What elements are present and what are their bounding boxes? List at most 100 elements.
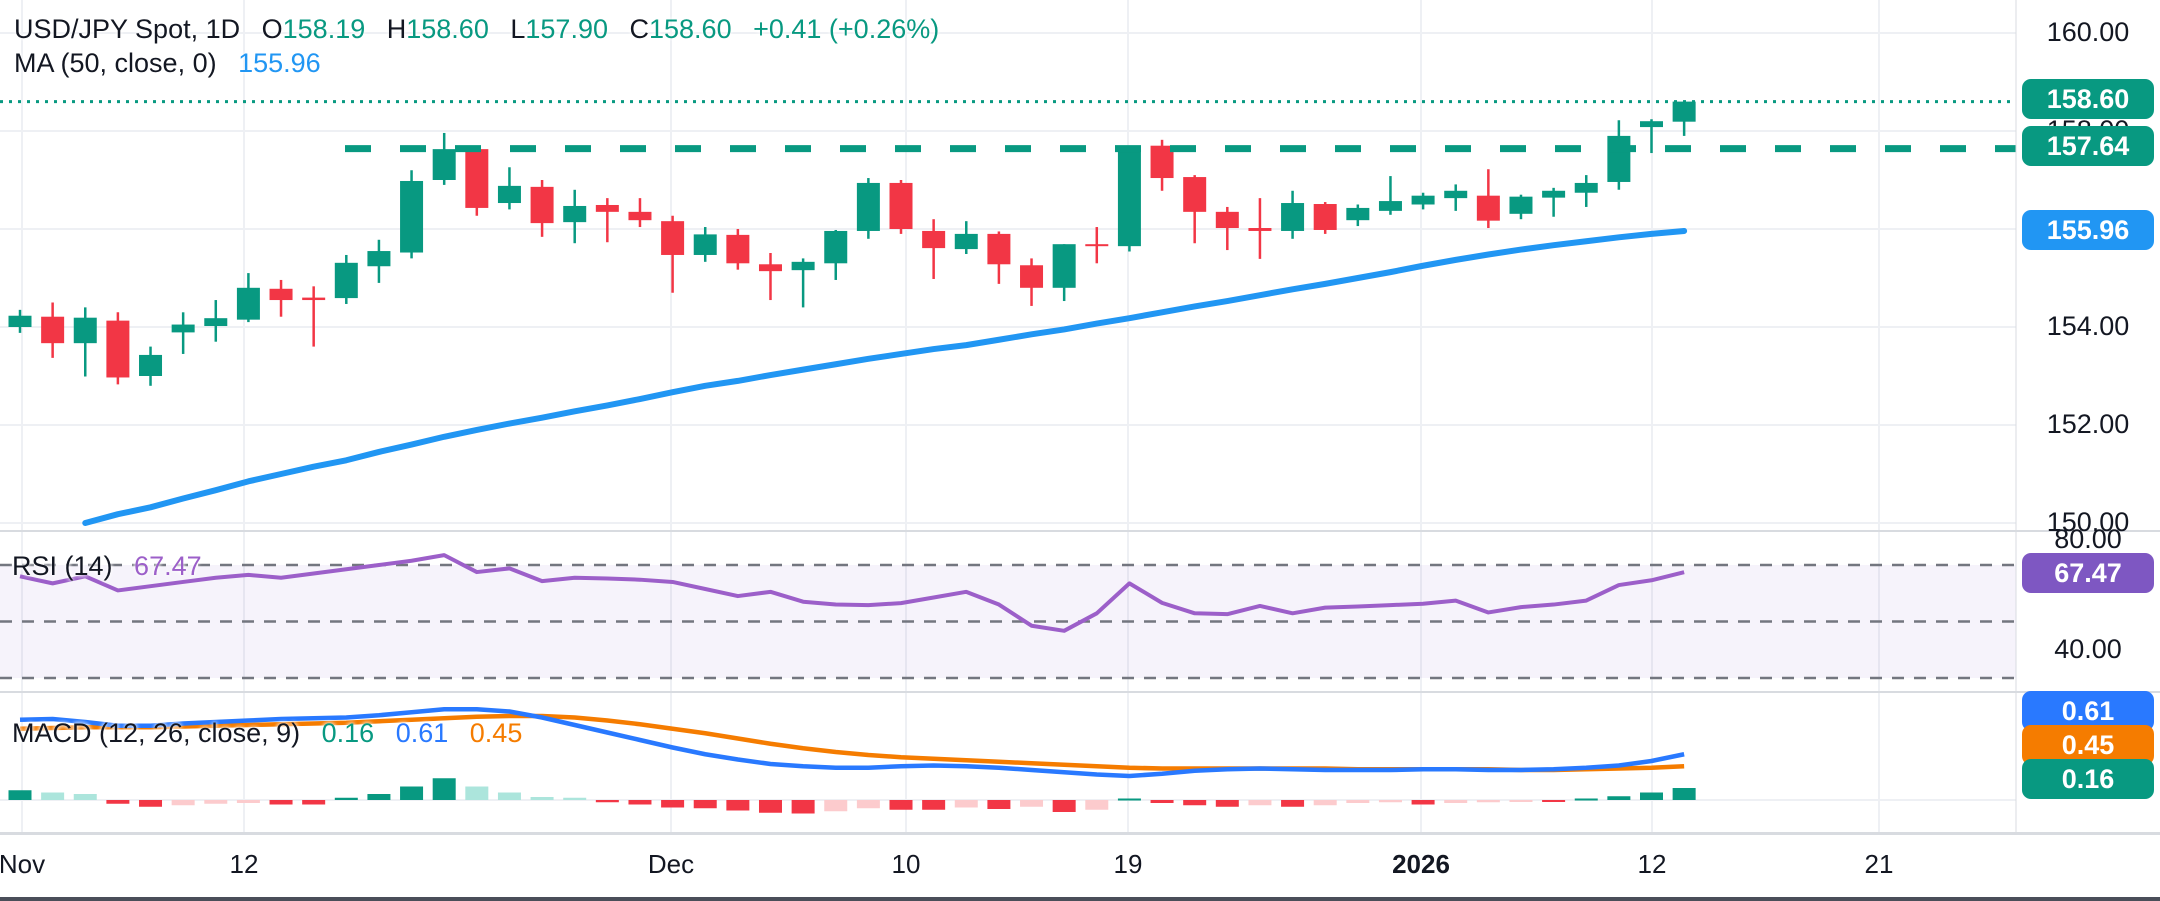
macd-histogram-bar [171, 800, 195, 806]
candle-down [758, 264, 782, 272]
candle-up [1542, 190, 1566, 198]
candle-up [139, 354, 163, 376]
macd-histogram-bar [1411, 800, 1435, 805]
macd-histogram-bar [726, 800, 750, 811]
time-axis-label: 21 [1864, 849, 1894, 879]
macd-histogram-bar [595, 800, 619, 803]
candle-up [334, 262, 358, 299]
candle-up [1607, 135, 1631, 182]
candle-down [922, 230, 946, 249]
candle-up [693, 234, 717, 255]
macd-histogram-bar [954, 800, 978, 808]
time-axis-label: Dec [647, 849, 695, 879]
rsi-legend-row[interactable]: RSI (14) 67.47 [12, 549, 202, 583]
low-label: L [510, 14, 526, 44]
candle-down [595, 204, 619, 212]
candle-up [1640, 121, 1663, 128]
time-axis-label: 12 [1637, 849, 1667, 879]
candle-up [1117, 148, 1141, 247]
candle-down [1020, 265, 1044, 288]
macd-histogram-bar [1020, 800, 1044, 807]
candle-up [1574, 182, 1598, 193]
price-axis-label: 40.00 [2054, 634, 2122, 664]
macd-histogram-bar [1215, 800, 1239, 807]
candle-up [824, 230, 848, 264]
candle-up [1672, 101, 1696, 122]
symbol-legend-row[interactable]: USD/JPY Spot, 1D O158.19 H158.60 L157.90… [14, 12, 939, 46]
ma-label: MA (50, close, 0) [14, 48, 217, 78]
macd-histogram-bar [432, 778, 456, 800]
low-value: 157.90 [525, 14, 608, 44]
time-axis-label: 19 [1113, 849, 1143, 879]
candle-down [628, 211, 652, 221]
close-label: C [629, 14, 650, 44]
macd-histogram-bar [106, 800, 130, 804]
price-axis[interactable]: 160.00158.00156.00154.00152.00150.0080.0… [2016, 0, 2160, 895]
rsi-label: RSI (14) [12, 551, 113, 581]
macd-histogram-bar [661, 800, 685, 808]
price-badge: 158.60 [2022, 79, 2154, 119]
macd-histogram-bar [856, 800, 880, 809]
open-label: O [261, 14, 283, 44]
candle-up [1444, 190, 1468, 199]
price-badge: 155.96 [2022, 210, 2154, 250]
macd-line-value: 0.61 [395, 718, 449, 748]
candle-up [856, 182, 880, 231]
candle-up [497, 185, 521, 204]
time-axis-label: 2026 [1392, 849, 1450, 879]
symbol-title: USD/JPY Spot, 1D [14, 14, 241, 44]
macd-hist-value: 0.16 [321, 718, 375, 748]
candle-down [726, 234, 750, 264]
candle-down [661, 221, 685, 255]
candle-down [1476, 195, 1500, 221]
high-label: H [386, 14, 407, 44]
macd-histogram-bar [334, 797, 358, 800]
macd-histogram-bar [889, 800, 913, 810]
macd-histogram-bar [1378, 800, 1402, 803]
candle-down [269, 288, 293, 301]
candle-up [204, 318, 228, 327]
macd-histogram-bar [628, 800, 652, 805]
macd-histogram-bar [204, 800, 228, 804]
candle-up [563, 205, 587, 223]
candle-up [1052, 244, 1076, 288]
candle-up [400, 180, 424, 253]
macd-histogram-bar [563, 797, 587, 800]
price-axis-label: 152.00 [2046, 409, 2130, 439]
macd-label: MACD (12, 26, close, 9) [12, 718, 301, 748]
rsi-band [0, 565, 2016, 678]
macd-histogram-bar [1574, 798, 1598, 801]
time-axis[interactable]: Nov 12 Dec 10 19 2026 12 21 [0, 833, 2160, 897]
candle-up [791, 261, 815, 271]
candle-down [302, 297, 326, 301]
macd-histogram-bar [1509, 800, 1533, 802]
candle-up [1346, 207, 1370, 221]
price-axis-label: 154.00 [2046, 311, 2130, 341]
candle-up [954, 233, 978, 250]
ma-legend-row[interactable]: MA (50, close, 0) 155.96 [14, 46, 321, 80]
macd-histogram-bar [1248, 800, 1272, 806]
candle-down [1313, 204, 1337, 230]
macd-histogram-bar [139, 800, 163, 807]
candle-down [889, 182, 913, 229]
macd-histogram-bar [1150, 800, 1174, 803]
macd-histogram-bar [1346, 800, 1370, 803]
macd-histogram-bar [1281, 800, 1305, 807]
candle-down [465, 149, 489, 208]
macd-histogram-bar [1640, 792, 1663, 800]
candle-up [236, 287, 260, 320]
macd-line [19, 707, 1685, 779]
price-axis-label: 150.00 [2046, 507, 2130, 537]
candle-down [530, 186, 554, 224]
ma50-line [82, 227, 1688, 526]
bottom-toolbar-divider [0, 895, 2160, 901]
price-badge: 0.61 [2022, 691, 2154, 731]
macd-histogram-bar [693, 800, 717, 809]
price-axis-label: 160.00 [2046, 17, 2130, 47]
candle-up [73, 317, 97, 344]
macd-histogram-bar [236, 800, 260, 803]
macd-histogram-bar [1672, 788, 1696, 800]
macd-legend-row[interactable]: MACD (12, 26, close, 9) 0.16 0.61 0.45 [12, 716, 522, 750]
open-value: 158.19 [282, 14, 366, 44]
